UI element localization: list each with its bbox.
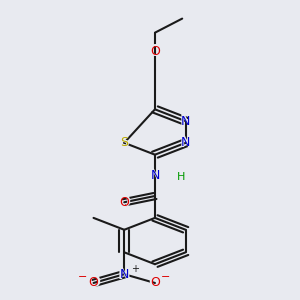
Text: N: N (179, 135, 192, 150)
Text: N: N (179, 114, 192, 129)
Text: O: O (148, 275, 161, 290)
Text: −: − (161, 272, 170, 282)
Text: H: H (175, 169, 187, 184)
Text: N: N (120, 268, 129, 281)
Text: +: + (130, 262, 140, 275)
Text: −: − (77, 270, 88, 284)
Text: O: O (150, 277, 160, 290)
Text: N: N (118, 267, 130, 282)
Text: N: N (181, 115, 190, 128)
Text: O: O (88, 277, 98, 290)
Text: O: O (118, 195, 131, 210)
Text: N: N (181, 136, 190, 149)
Text: S: S (120, 136, 128, 149)
Text: O: O (87, 275, 100, 290)
Text: O: O (148, 44, 161, 59)
Text: N: N (150, 169, 160, 182)
Text: N: N (148, 167, 161, 182)
Text: +: + (131, 264, 139, 274)
Text: −: − (160, 270, 172, 284)
Text: S: S (119, 135, 130, 150)
Text: −: − (78, 272, 87, 282)
Text: H: H (176, 172, 185, 182)
Text: O: O (150, 45, 160, 58)
Text: O: O (119, 196, 129, 209)
